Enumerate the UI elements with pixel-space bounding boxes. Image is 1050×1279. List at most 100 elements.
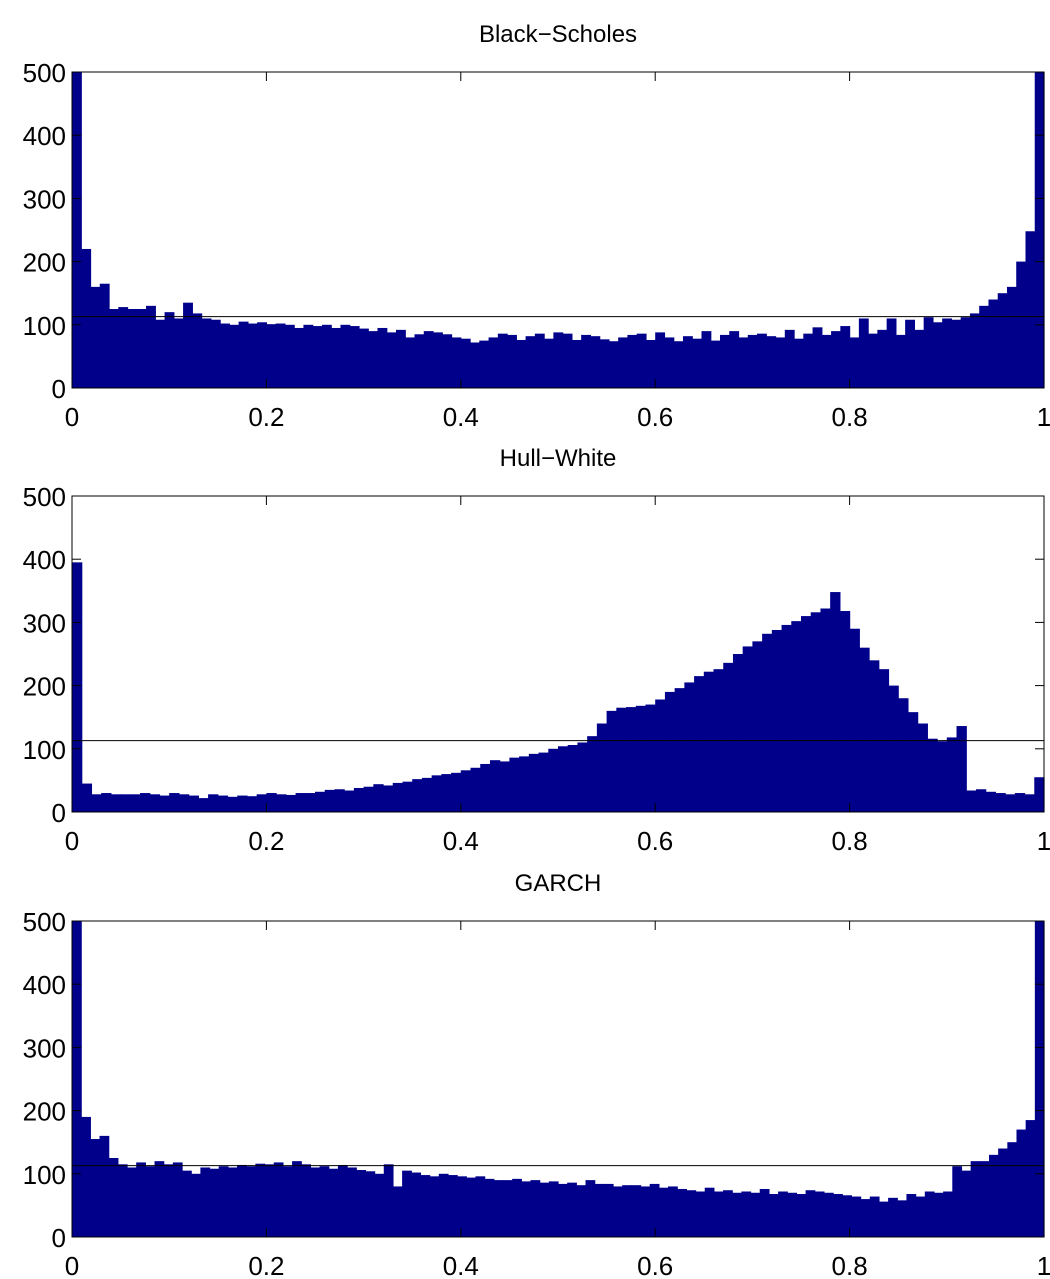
histogram-bar (210, 319, 221, 388)
histogram-bar (484, 1178, 495, 1237)
histogram-bar (438, 1173, 449, 1237)
histogram-bar (859, 647, 870, 812)
histogram-bar (217, 795, 229, 812)
histogram-bar (840, 326, 851, 388)
histogram-bar (208, 794, 219, 812)
histogram-bar (1005, 794, 1016, 812)
histogram-bar (787, 1192, 798, 1237)
x-tick-label: 0.8 (832, 1251, 868, 1279)
histogram-bar (1025, 1120, 1036, 1237)
histogram-bar (590, 336, 601, 388)
tick-marks (71, 495, 1045, 813)
histogram-bar (331, 327, 342, 388)
histogram-bar (943, 1191, 953, 1237)
histogram-bar (869, 1196, 880, 1237)
histogram-bar (227, 796, 238, 812)
histogram-bar (810, 612, 822, 812)
histogram-bar (553, 332, 564, 388)
histogram-bar (805, 1190, 816, 1237)
x-tick-label: 0.6 (637, 402, 673, 432)
histogram-bar (914, 329, 925, 388)
histogram-bar (81, 1116, 91, 1237)
histogram-bar (932, 322, 943, 388)
histogram-bar (347, 1167, 357, 1237)
histogram-bar (567, 745, 579, 812)
x-tick-label: 0.4 (443, 402, 479, 432)
histogram-bar (895, 334, 906, 388)
histogram-bar (373, 784, 384, 812)
histogram-bar (821, 334, 832, 388)
histogram-bar (451, 772, 462, 812)
bars-group (72, 562, 1045, 812)
histogram-bar (694, 676, 705, 812)
histogram-bar (812, 327, 823, 388)
histogram-bar (237, 795, 248, 812)
histogram-bar (576, 1185, 587, 1237)
histogram-bar (655, 332, 666, 388)
histogram-bar (493, 1180, 504, 1237)
histogram-bar (830, 592, 841, 812)
x-tick-label: 1 (1037, 402, 1050, 432)
histogram-bar (858, 318, 869, 388)
histogram-bar (402, 781, 413, 812)
histogram-bar (577, 742, 588, 812)
y-tick-label: 200 (23, 672, 66, 702)
x-tick-label: 0 (65, 1251, 79, 1279)
histogram-bar (742, 646, 753, 812)
histogram-bar (937, 741, 948, 812)
histogram-bar (163, 1164, 174, 1237)
histogram-bar (99, 283, 110, 388)
x-tick-label: 0.4 (443, 1251, 479, 1279)
y-tick-label: 0 (52, 1223, 66, 1253)
histogram-bar (275, 323, 286, 388)
x-tick-label: 0.4 (443, 826, 479, 856)
histogram-bar (608, 341, 619, 388)
axes-frame (71, 495, 1045, 813)
histogram-bar (117, 1164, 128, 1237)
histogram-bar (334, 789, 345, 812)
histogram-bar (442, 334, 453, 388)
histogram-bar (276, 794, 287, 812)
histogram-bar (294, 327, 305, 388)
histogram-bar (420, 1175, 431, 1237)
histogram-bar (256, 794, 267, 812)
histogram-bar (1016, 1129, 1027, 1237)
histogram-bar (645, 339, 656, 388)
histogram-bar (878, 1201, 889, 1237)
histogram-bar (692, 338, 703, 388)
histogram-bar (349, 326, 360, 388)
histogram-bar (353, 787, 365, 812)
y-tick-label: 100 (23, 311, 66, 341)
histogram-bar (209, 1168, 220, 1237)
histogram-bar (470, 342, 480, 388)
histogram-bar (791, 621, 802, 812)
histogram-bar (340, 324, 351, 388)
histogram-bar (423, 331, 434, 388)
histogram-bar (627, 334, 638, 388)
histogram-bar (713, 1191, 724, 1237)
histogram-bar (1034, 777, 1045, 812)
histogram-bar (108, 1158, 119, 1237)
histogram-bar (649, 1183, 660, 1237)
histogram-bar (969, 313, 980, 388)
panel-black-scholes: Black−Scholes 0 0.2 0.4 0.6 0.8 1 0 100 … (23, 21, 1050, 432)
histogram-bar (155, 319, 166, 388)
histogram-bar (149, 794, 161, 812)
histogram-bar (558, 1183, 568, 1237)
histogram-bar (528, 753, 540, 812)
histogram-bar (363, 786, 374, 812)
histogram-bar (273, 1162, 284, 1237)
histogram-bar (519, 756, 530, 812)
histogram-bar (431, 775, 442, 812)
histogram-bar (860, 1199, 871, 1237)
histogram-bar (695, 1191, 706, 1237)
histogram-bar (942, 318, 953, 388)
histogram-bar (997, 293, 1008, 388)
histogram-bar (246, 1166, 256, 1237)
histogram-bar (1006, 286, 1017, 388)
x-tick-label: 1 (1037, 1251, 1050, 1279)
histogram-bar (247, 323, 258, 388)
y-tick-label: 400 (23, 121, 66, 151)
histogram-bar (145, 1166, 156, 1237)
